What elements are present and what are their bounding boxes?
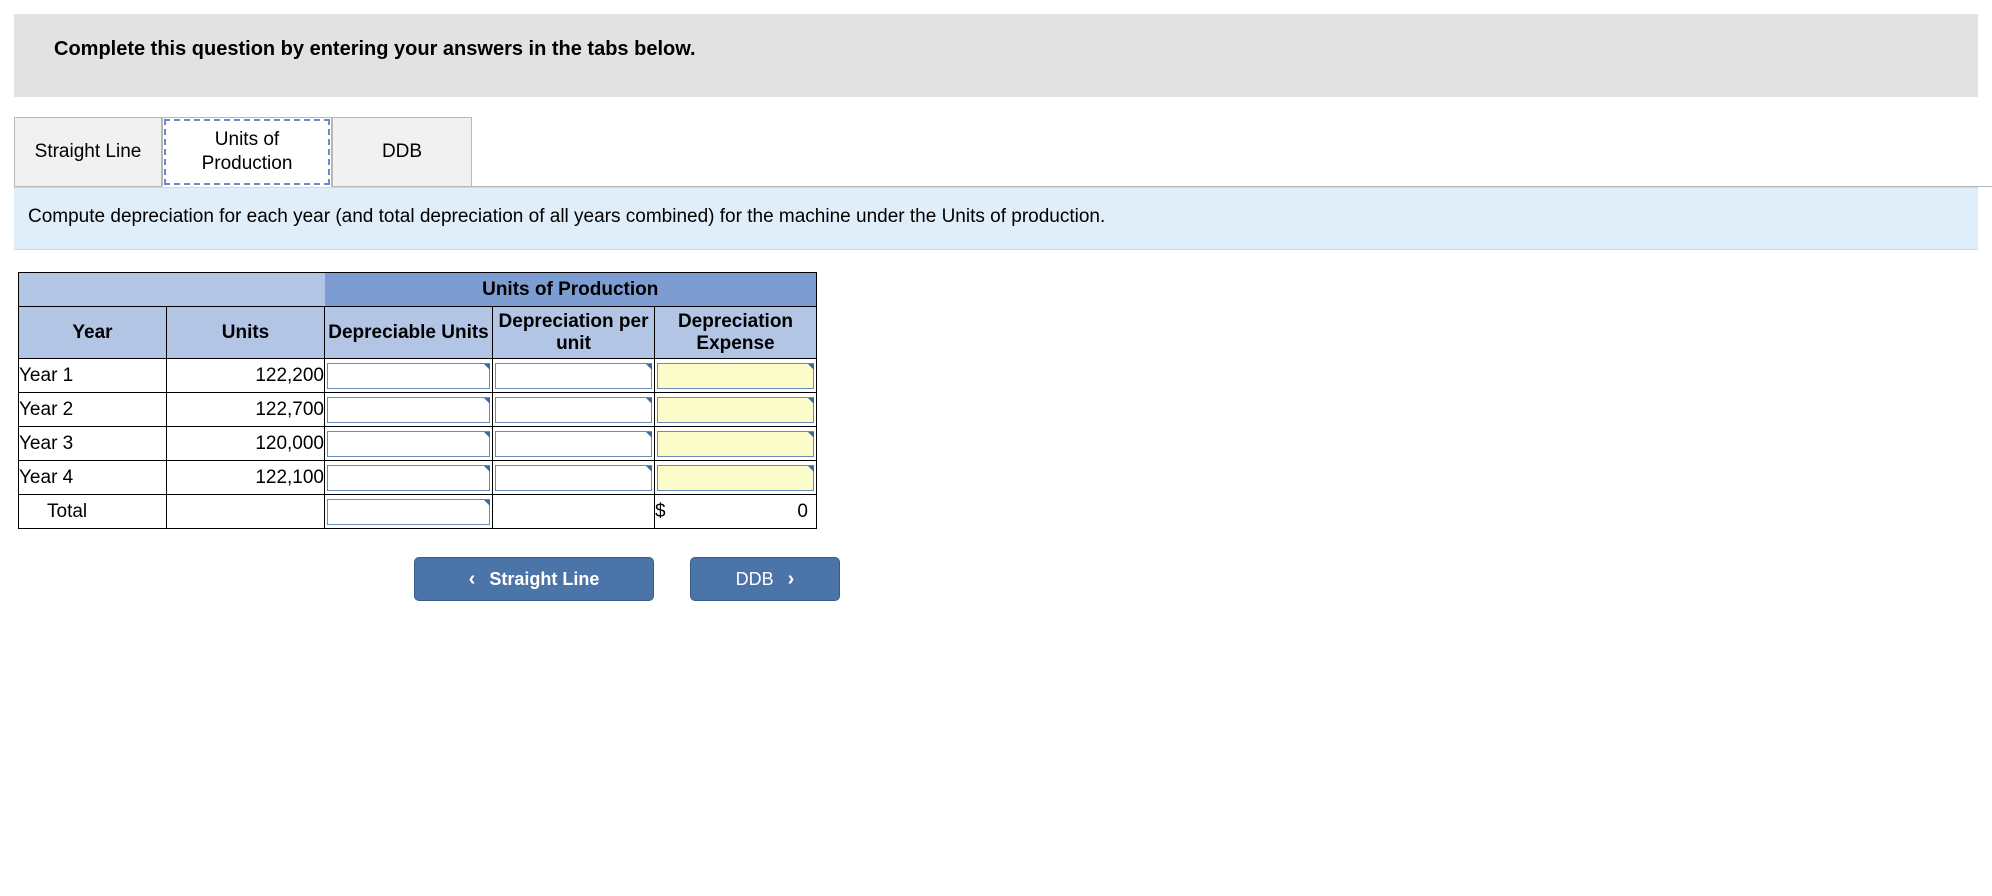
depreciable-units-input[interactable] bbox=[325, 427, 493, 461]
question-prompt: Compute depreciation for each year (and … bbox=[14, 187, 1978, 251]
table-title: Units of Production bbox=[325, 273, 817, 307]
chevron-right-icon: › bbox=[788, 568, 795, 591]
tabs: Straight Line Units ofProduction DDB bbox=[14, 117, 1992, 187]
table-total-row: Total $ 0 bbox=[19, 495, 817, 529]
tab-straight-line[interactable]: Straight Line bbox=[14, 117, 162, 187]
depr-per-unit-total bbox=[493, 495, 655, 529]
depr-per-unit-input[interactable] bbox=[493, 393, 655, 427]
units-value: 120,000 bbox=[167, 427, 325, 461]
row-label-total: Total bbox=[19, 495, 167, 529]
total-value: 0 bbox=[797, 501, 808, 523]
currency-symbol: $ bbox=[655, 501, 666, 522]
depreciation-table: Units of Production Year Units Depreciab… bbox=[18, 272, 817, 529]
col-header-depreciable-units: Depreciable Units bbox=[325, 307, 493, 359]
depreciable-units-input[interactable] bbox=[325, 461, 493, 495]
depr-expense-input[interactable] bbox=[655, 427, 817, 461]
row-label: Year 4 bbox=[19, 461, 167, 495]
row-label: Year 1 bbox=[19, 359, 167, 393]
col-header-depr-per-unit: Depreciation per unit bbox=[493, 307, 655, 359]
nav-buttons: ‹ Straight Line DDB › bbox=[414, 557, 1992, 601]
next-tab-label: DDB bbox=[736, 569, 774, 590]
table-row: Year 4 122,100 bbox=[19, 461, 817, 495]
prev-tab-label: Straight Line bbox=[489, 569, 599, 590]
depreciable-units-input[interactable] bbox=[325, 393, 493, 427]
depreciable-units-total-input[interactable] bbox=[325, 495, 493, 529]
instruction-bar: Complete this question by entering your … bbox=[14, 14, 1978, 97]
table-row: Year 1 122,200 bbox=[19, 359, 817, 393]
tab-ddb[interactable]: DDB bbox=[332, 117, 472, 187]
row-label: Year 3 bbox=[19, 427, 167, 461]
depreciable-units-input[interactable] bbox=[325, 359, 493, 393]
depr-per-unit-input[interactable] bbox=[493, 427, 655, 461]
depr-expense-input[interactable] bbox=[655, 393, 817, 427]
col-header-depr-expense: Depreciation Expense bbox=[655, 307, 817, 359]
units-total bbox=[167, 495, 325, 529]
prev-tab-button[interactable]: ‹ Straight Line bbox=[414, 557, 654, 601]
col-header-units: Units bbox=[167, 307, 325, 359]
tab-units-of-production[interactable]: Units ofProduction bbox=[162, 117, 332, 187]
units-value: 122,200 bbox=[167, 359, 325, 393]
depr-expense-total: $ 0 bbox=[655, 495, 817, 529]
depr-per-unit-input[interactable] bbox=[493, 461, 655, 495]
chevron-left-icon: ‹ bbox=[469, 568, 476, 591]
next-tab-button[interactable]: DDB › bbox=[690, 557, 840, 601]
units-value: 122,700 bbox=[167, 393, 325, 427]
table-row: Year 2 122,700 bbox=[19, 393, 817, 427]
table-row: Year 3 120,000 bbox=[19, 427, 817, 461]
depr-expense-input[interactable] bbox=[655, 359, 817, 393]
depr-expense-input[interactable] bbox=[655, 461, 817, 495]
row-label: Year 2 bbox=[19, 393, 167, 427]
units-value: 122,100 bbox=[167, 461, 325, 495]
depr-per-unit-input[interactable] bbox=[493, 359, 655, 393]
col-header-year: Year bbox=[19, 307, 167, 359]
